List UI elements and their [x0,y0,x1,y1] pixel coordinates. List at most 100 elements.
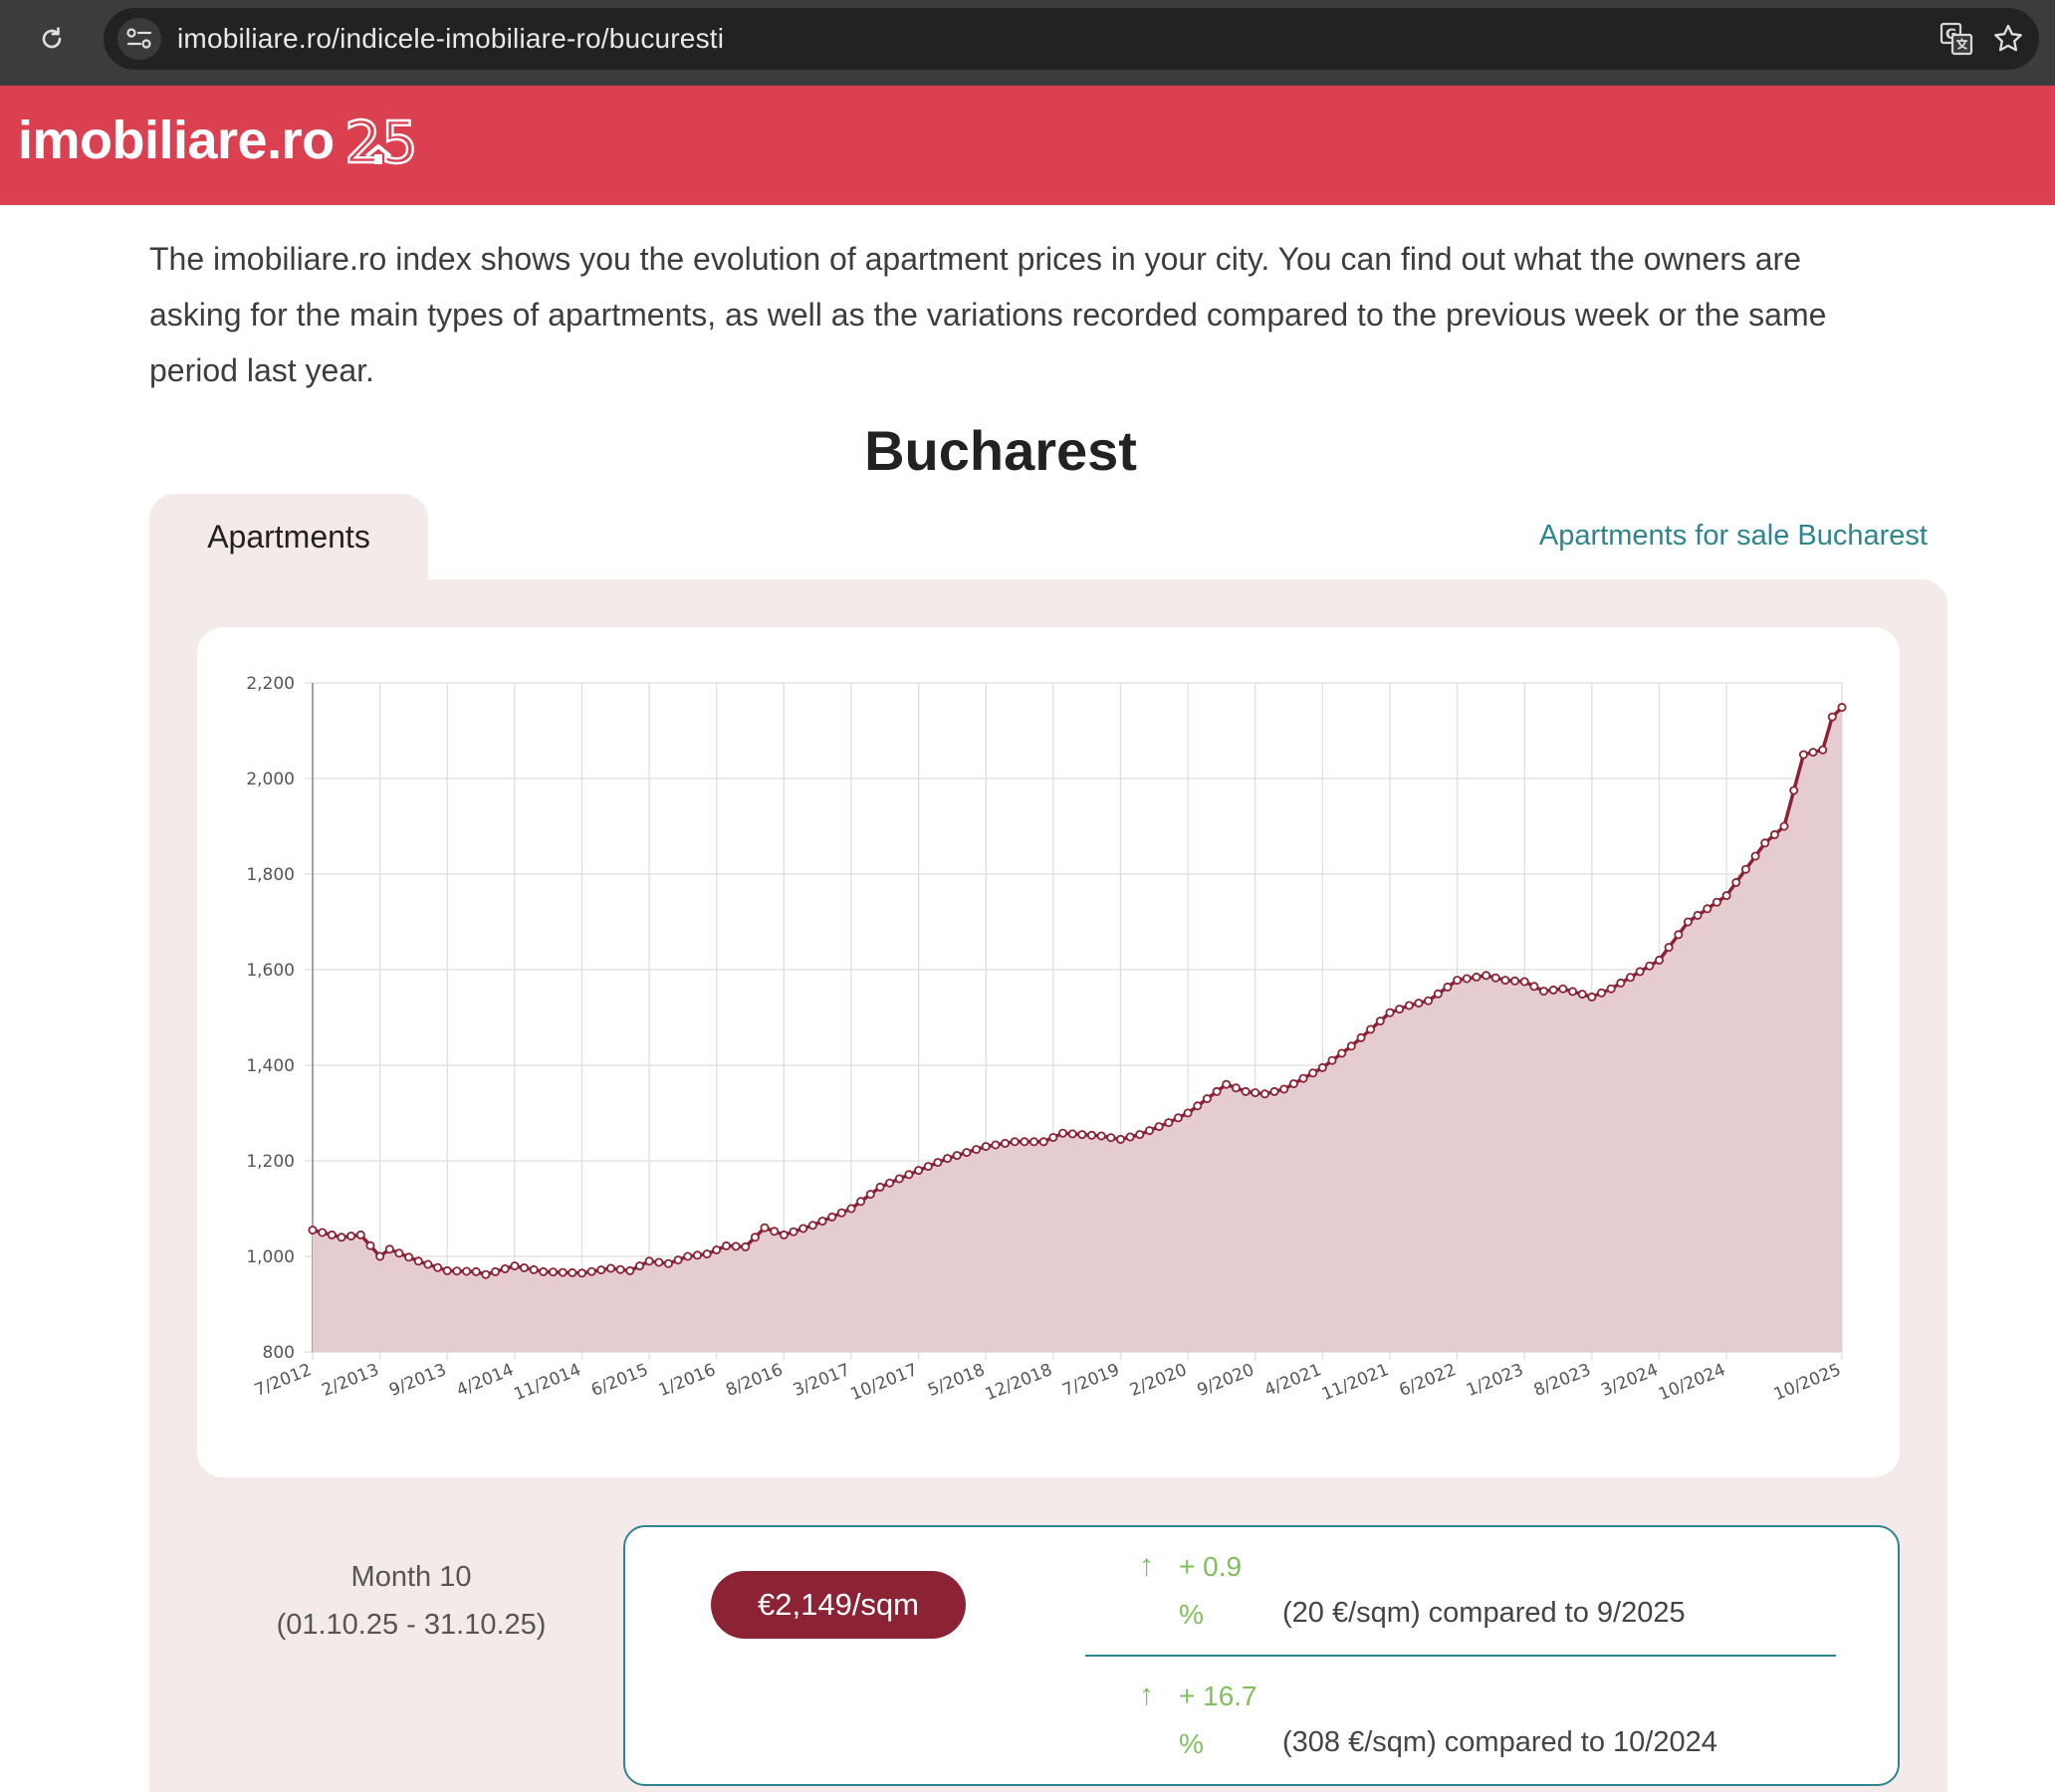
data-point[interactable] [789,1227,799,1236]
data-point[interactable] [760,1223,770,1232]
data-point[interactable] [644,1256,654,1266]
data-point[interactable] [1231,1083,1241,1093]
data-point[interactable] [1356,1032,1366,1042]
data-point[interactable] [673,1255,683,1265]
data-point[interactable] [365,1240,375,1250]
data-point[interactable] [596,1265,606,1275]
data-point[interactable] [1173,1113,1183,1123]
data-point[interactable] [1818,745,1828,755]
data-point[interactable] [1808,748,1818,758]
data-point[interactable] [799,1224,808,1233]
data-point[interactable] [1317,1062,1327,1072]
data-point[interactable] [1259,1089,1269,1099]
data-point[interactable] [933,1158,943,1168]
data-point[interactable] [1106,1133,1116,1143]
data-point[interactable] [1145,1126,1155,1136]
data-point[interactable] [663,1258,673,1268]
data-point[interactable] [654,1257,664,1267]
data-point[interactable] [712,1245,722,1255]
data-point[interactable] [394,1248,404,1258]
data-point[interactable] [1482,971,1491,981]
data-point[interactable] [337,1232,346,1242]
data-point[interactable] [875,1182,885,1192]
data-point[interactable] [490,1266,500,1276]
data-point[interactable] [1577,990,1587,1000]
data-point[interactable] [894,1174,904,1184]
data-point[interactable] [625,1265,635,1275]
data-point[interactable] [327,1230,337,1239]
data-point[interactable] [1337,1048,1347,1058]
data-point[interactable] [1645,961,1655,971]
data-point[interactable] [741,1241,751,1251]
data-point[interactable] [462,1266,472,1276]
data-point[interactable] [500,1264,510,1274]
data-point[interactable] [1626,973,1636,983]
data-point[interactable] [1712,897,1721,907]
data-point[interactable] [558,1267,568,1277]
data-point[interactable] [1327,1055,1337,1065]
data-point[interactable] [481,1269,491,1279]
data-point[interactable] [423,1259,433,1269]
data-point[interactable] [1616,978,1626,988]
data-point[interactable] [452,1266,462,1276]
data-point[interactable] [1038,1137,1048,1147]
address-bar[interactable]: imobiliare.ro/indicele-imobiliare-ro/buc… [104,8,2039,70]
data-point[interactable] [1298,1073,1308,1083]
apartments-for-sale-link[interactable]: Apartments for sale Bucharest [1538,520,1928,552]
data-point[interactable] [1674,930,1684,940]
data-point[interactable] [1375,1016,1385,1026]
data-point[interactable] [384,1244,394,1254]
data-point[interactable] [702,1249,712,1259]
data-point[interactable] [1597,988,1607,998]
data-point[interactable] [1077,1130,1087,1140]
data-point[interactable] [846,1204,856,1214]
data-point[interactable] [1606,984,1616,994]
data-point[interactable] [1769,829,1779,839]
data-point[interactable] [1789,785,1799,795]
data-point[interactable] [962,1148,972,1158]
data-point[interactable] [1703,904,1712,914]
data-point[interactable] [1279,1084,1289,1094]
data-point[interactable] [770,1227,780,1236]
data-point[interactable] [1655,955,1665,965]
data-point[interactable] [1067,1129,1077,1139]
data-point[interactable] [1241,1086,1251,1096]
reload-button[interactable] [30,17,74,61]
data-point[interactable] [1500,976,1510,986]
data-point[interactable] [1760,838,1770,848]
data-point[interactable] [1490,973,1500,983]
data-point[interactable] [1827,712,1837,722]
data-point[interactable] [1202,1094,1212,1104]
data-point[interactable] [1251,1088,1260,1098]
data-point[interactable] [1116,1134,1126,1144]
data-point[interactable] [1443,982,1453,992]
data-point[interactable] [375,1251,385,1261]
site-info-button[interactable] [117,18,161,60]
data-point[interactable] [1664,943,1674,953]
data-point[interactable] [827,1212,837,1222]
data-point[interactable] [1385,1008,1395,1017]
data-point[interactable] [865,1190,875,1200]
data-point[interactable] [1346,1041,1356,1051]
data-point[interactable] [1048,1132,1058,1142]
data-point[interactable] [981,1142,991,1152]
data-point[interactable] [539,1266,549,1276]
data-point[interactable] [1308,1068,1318,1078]
data-point[interactable] [1154,1122,1164,1132]
data-point[interactable] [634,1261,644,1271]
data-point[interactable] [1529,982,1539,992]
data-point[interactable] [1683,917,1693,927]
data-point[interactable] [1568,987,1578,997]
data-point[interactable] [1058,1128,1068,1138]
data-point[interactable] [1096,1131,1106,1141]
data-point[interactable] [731,1241,741,1251]
data-point[interactable] [1837,703,1847,713]
data-point[interactable] [1414,999,1424,1008]
data-point[interactable] [817,1217,827,1227]
data-point[interactable] [1001,1138,1011,1148]
data-point[interactable] [1010,1137,1020,1147]
data-point[interactable] [1779,821,1789,831]
data-point[interactable] [1433,989,1443,999]
data-point[interactable] [510,1261,520,1271]
data-point[interactable] [1539,987,1549,997]
